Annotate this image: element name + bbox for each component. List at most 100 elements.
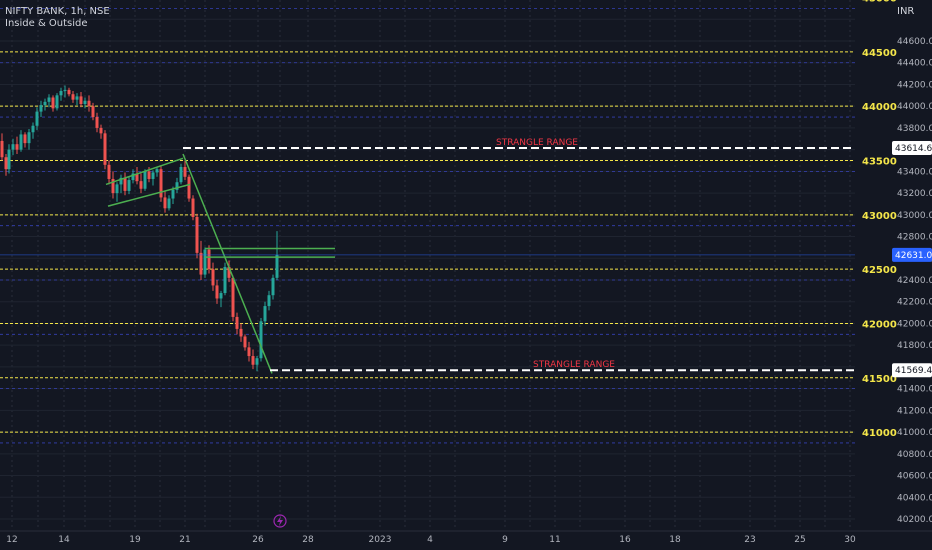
y-axis-tick-label: 40200.00 [897,515,932,525]
y-axis-tick-label: 44400.00 [897,59,932,69]
candle-body [63,89,67,91]
candle-body [79,96,83,105]
y-axis-tick-label: 40400.00 [897,493,932,503]
x-axis-tick-label: 21 [179,535,190,545]
candle-body [51,97,55,109]
price-label-text: 43614.65 [895,144,932,154]
strangle-range-label-bottom: STRANGLE RANGE [533,360,615,370]
candle-body [83,100,87,105]
candle-body [75,96,79,100]
key-level-label: 45000 [862,0,897,5]
x-axis-tick-label: 11 [549,535,560,545]
x-axis-tick-label: 19 [129,535,141,545]
candle-body [27,132,31,144]
candle-body [35,111,39,126]
candle-body [115,184,119,194]
candle-body [159,169,163,198]
candle-body [163,197,167,209]
candle-body [211,269,215,286]
x-axis-tick-label: 12 [6,535,17,545]
candle-body [275,254,279,278]
candle-body [203,249,207,275]
candle-body [103,133,107,165]
candle-body [111,178,115,194]
y-axis-tick-label: 43000.00 [897,211,932,221]
y-axis-tick-label: 42400.00 [897,276,932,286]
y-axis-tick-label: 44200.00 [897,80,932,90]
price-label-text: 42631.00 [895,251,932,261]
candle-body [215,285,219,299]
indicator-label[interactable]: Inside & Outside [5,18,88,29]
x-axis-tick-label: 23 [744,535,755,545]
candle-body [39,105,43,112]
x-axis-tick-label: 14 [58,535,70,545]
candle-body [171,189,175,199]
key-level-label: 43000 [862,211,897,222]
candle-body [251,356,255,365]
candle-body [175,182,179,190]
candle-body [107,164,111,179]
candle-body [255,358,259,365]
x-axis-tick-label: 2023 [369,535,392,545]
price-label-box [892,141,932,156]
candle-body [187,176,191,199]
candle-body [19,134,23,150]
x-axis-tick-label: 16 [619,535,631,545]
candle-body [119,177,123,185]
candle-body [139,181,143,189]
candle-body [135,173,139,182]
y-axis-tick-label: 43800.00 [897,124,932,134]
candle-body [123,177,127,191]
x-axis-tick-label: 30 [844,535,856,545]
y-axis-tick-label: 44000.00 [897,102,932,112]
y-axis-tick-label: 42800.00 [897,233,932,243]
candle-body [87,100,91,107]
candle-body [0,140,4,158]
candle-body [243,336,247,348]
price-label-box [892,247,932,262]
key-level-label: 42000 [862,319,897,330]
channel-line-lower [107,183,191,207]
key-level-label: 44500 [862,48,897,59]
currency-label: INR [897,6,915,17]
key-level-label: 42500 [862,265,897,276]
candle-body [131,173,135,181]
y-axis-tick-label: 42200.00 [897,298,932,308]
candle-body [43,101,47,106]
x-axis-tick-label: 4 [427,535,433,545]
candle-body [239,328,243,337]
candle-body [259,321,263,359]
y-axis-tick-label: 40800.00 [897,450,932,460]
y-axis-tick-label: 40600.00 [897,472,932,482]
candle-body [15,144,19,150]
y-axis-tick-label: 44600.00 [897,37,932,47]
candle-body [231,277,235,317]
y-axis-tick-label: 41200.00 [897,406,932,416]
x-axis-tick-label: 26 [252,535,264,545]
key-level-label: 44000 [862,102,897,113]
candle-body [11,144,15,150]
y-axis-tick-label: 43200.00 [897,189,932,199]
price-label-text: 41569.45 [895,366,932,376]
candle-body [143,171,147,189]
channel-line-upper [105,157,184,186]
y-axis-tick-label: 43400.00 [897,167,932,177]
candle-body [235,316,239,329]
candle-body [155,169,159,173]
breakdown-trendline [182,153,273,374]
candle-body [263,306,267,322]
candle-body [67,89,71,95]
x-axis-tick-label: 18 [669,535,681,545]
strangle-range-label-top: STRANGLE RANGE [496,138,578,148]
candle-body [7,149,11,170]
x-axis-tick-label: 28 [302,535,314,545]
symbol-title[interactable]: NIFTY BANK, 1h, NSE [5,6,110,17]
y-axis-tick-label: 42000.00 [897,319,932,329]
candle-body [183,167,187,177]
y-axis-tick-label: 41400.00 [897,385,932,395]
candle-body [167,198,171,209]
candle-body [267,295,271,307]
candle-body [151,172,155,179]
